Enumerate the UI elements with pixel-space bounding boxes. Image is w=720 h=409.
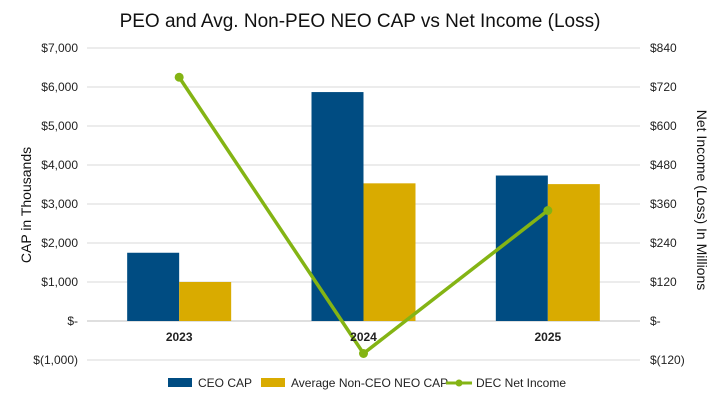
legend-swatch — [168, 378, 192, 387]
category-labels: 2023 2024 2025 — [166, 330, 562, 344]
y2-tick-label: $120 — [650, 275, 677, 289]
legend-swatch — [261, 378, 285, 387]
y-tick-label: $6,000 — [41, 80, 78, 94]
bar — [363, 183, 416, 321]
y2-tick-label: $600 — [650, 119, 677, 133]
y-tick-label: $3,000 — [41, 197, 78, 211]
category-label: 2025 — [534, 330, 561, 344]
legend-label: CEO CAP — [198, 376, 252, 390]
y2-tick-label: $360 — [650, 197, 677, 211]
y-axis-label: CAP in Thousands — [18, 147, 34, 263]
line-point — [359, 349, 368, 358]
y2-tick-label: $240 — [650, 236, 677, 250]
line-series — [174, 72, 553, 358]
legend-label: Average Non-CEO NEO CAP — [291, 376, 448, 390]
y2-tick-label: $- — [650, 314, 661, 328]
y-tick-label: $7,000 — [41, 41, 78, 55]
bars — [127, 92, 600, 321]
line-point — [543, 206, 553, 215]
y-tick-label: $5,000 — [41, 119, 78, 133]
chart-title: PEO and Avg. Non-PEO NEO CAP vs Net Inco… — [120, 11, 601, 32]
category-label: 2023 — [166, 330, 193, 344]
legend: CEO CAP Average Non-CEO NEO CAP DEC Net In… — [168, 376, 566, 390]
bar — [127, 252, 180, 321]
y-tick-label: $1,000 — [41, 275, 78, 289]
y-tick-label: $(1,000) — [33, 353, 78, 367]
bar — [311, 92, 364, 321]
category-label: 2024 — [350, 330, 377, 344]
y2-tick-label: $840 — [650, 41, 677, 55]
y2-axis-label: Net Income (Loss) In Millions — [694, 110, 710, 291]
y-tick-label: $4,000 — [41, 158, 78, 172]
y2-tick-label: $480 — [650, 158, 677, 172]
y-tick-label: $2,000 — [41, 236, 78, 250]
left-axis-ticks: $(1,000) $- $1,000 $2,000 $3,000 $4,000 $5,000… — [33, 41, 78, 367]
y2-tick-label: $(120) — [650, 353, 685, 367]
y-tick-label: $- — [67, 314, 78, 328]
line-point — [174, 72, 184, 82]
bar — [495, 175, 548, 321]
bar — [179, 282, 232, 321]
right-axis-ticks: $(120) $- $120 $240 $360 $480 $600 $720 $840 — [650, 41, 685, 367]
legend-label: DEC Net Income — [476, 376, 566, 390]
y2-tick-label: $720 — [650, 80, 677, 94]
legend-swatch-marker — [455, 379, 463, 387]
bar — [547, 184, 600, 321]
